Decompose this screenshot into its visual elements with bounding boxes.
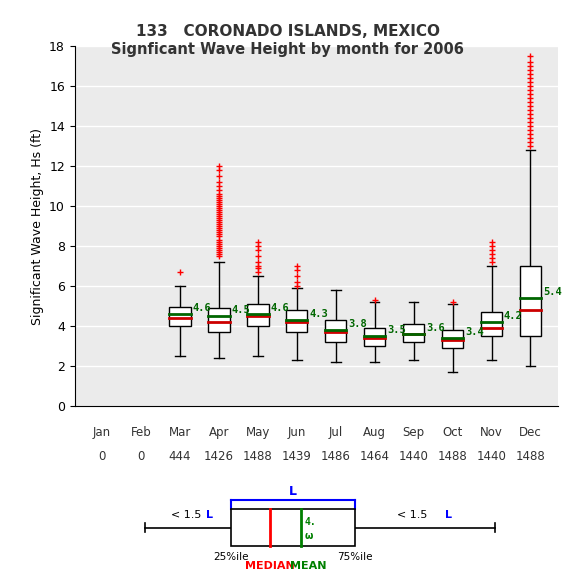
Text: Dec: Dec [519,426,542,439]
Text: < 1.5: < 1.5 [171,510,205,520]
Text: 1464: 1464 [360,450,390,462]
Text: 1488: 1488 [438,450,467,462]
Text: Apr: Apr [209,426,229,439]
Bar [286,310,308,332]
Text: May: May [246,426,270,439]
Bar [481,312,502,336]
Text: 4.2: 4.2 [504,311,523,321]
Text: 3.5: 3.5 [387,325,406,335]
Text: L: L [206,510,213,520]
Text: 25%ile: 25%ile [213,552,248,562]
Text: Sep: Sep [402,426,425,439]
Text: 3.4: 3.4 [465,327,484,337]
Text: Jun: Jun [288,426,306,439]
Text: L: L [445,510,452,520]
Bar [169,307,191,326]
Text: Jul: Jul [328,426,343,439]
Text: ω: ω [305,531,313,541]
Bar [442,330,463,348]
Text: Feb: Feb [131,426,151,439]
Text: Aug: Aug [363,426,386,439]
Text: 3.6: 3.6 [426,323,444,333]
Bar [208,308,229,332]
Text: 444: 444 [168,450,191,462]
Text: 4.: 4. [305,517,316,527]
Text: 1426: 1426 [204,450,234,462]
Text: 1486: 1486 [321,450,351,462]
Bar [403,324,424,342]
Text: Jan: Jan [93,426,111,439]
Text: 5.4: 5.4 [543,287,562,297]
Text: Signficant Wave Height by month for 2006: Signficant Wave Height by month for 2006 [111,42,464,57]
Bar [364,328,385,346]
Text: 1440: 1440 [477,450,507,462]
Y-axis label: Significant Wave Height, Hs (ft): Significant Wave Height, Hs (ft) [30,128,44,325]
Text: 3.8: 3.8 [348,319,367,329]
Text: 1440: 1440 [398,450,428,462]
Text: 4.6: 4.6 [270,303,289,313]
Bar [325,320,347,342]
Text: Mar: Mar [168,426,191,439]
Text: L: L [289,485,297,498]
Text: 75%ile: 75%ile [338,552,373,562]
Text: 4.5: 4.5 [231,305,250,315]
Text: 0: 0 [137,450,145,462]
Text: 0: 0 [98,450,106,462]
Text: 1439: 1439 [282,450,312,462]
Text: Nov: Nov [480,426,503,439]
Text: < 1.5: < 1.5 [397,510,431,520]
Text: 4.3: 4.3 [309,309,328,319]
Bar [520,266,541,336]
Bar [247,304,269,326]
Text: 4.6: 4.6 [192,303,211,313]
Text: MEAN: MEAN [290,561,327,571]
Text: 1488: 1488 [243,450,273,462]
Text: 133   CORONADO ISLANDS, MEXICO: 133 CORONADO ISLANDS, MEXICO [136,24,439,39]
Text: 1488: 1488 [516,450,545,462]
Text: Oct: Oct [442,426,463,439]
Bar [231,509,355,546]
Text: MEDIAN: MEDIAN [244,561,294,571]
